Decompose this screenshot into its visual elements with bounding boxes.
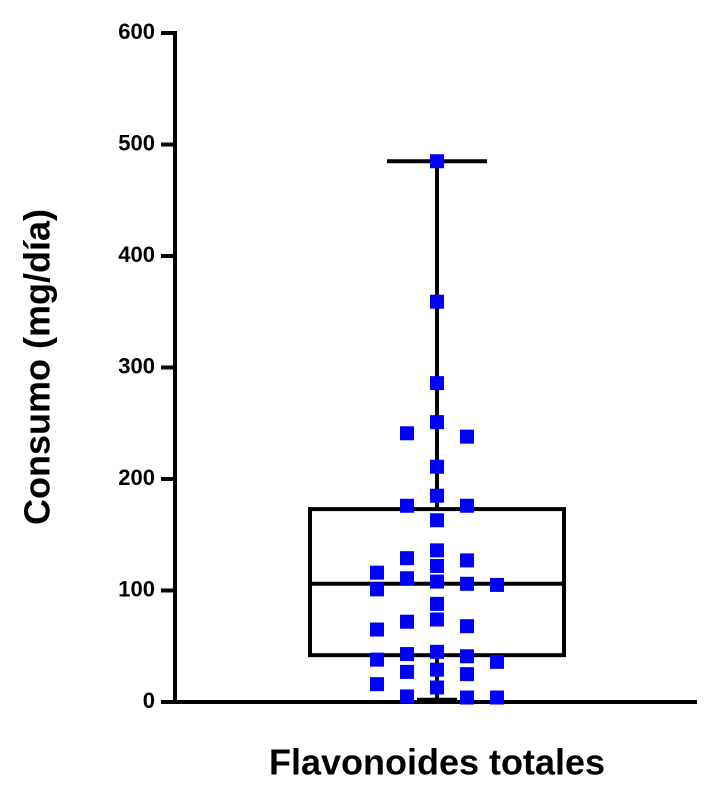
point	[430, 680, 444, 695]
y-tick-label: 300	[118, 353, 155, 378]
point	[400, 689, 414, 704]
point	[430, 415, 444, 430]
point	[460, 498, 474, 513]
point	[370, 565, 384, 580]
y-tick-label: 200	[118, 465, 155, 490]
point	[400, 571, 414, 586]
point	[370, 677, 384, 692]
point	[490, 690, 504, 705]
point	[400, 426, 414, 441]
point	[430, 513, 444, 528]
point	[430, 644, 444, 659]
point	[460, 649, 474, 664]
point	[430, 376, 444, 391]
point	[460, 690, 474, 705]
point	[430, 662, 444, 677]
y-axis-title: Consumo (mg/día)	[17, 209, 58, 525]
point	[460, 619, 474, 634]
point	[430, 488, 444, 503]
point	[400, 498, 414, 513]
point	[370, 582, 384, 597]
point	[370, 622, 384, 637]
point	[370, 652, 384, 667]
point	[430, 154, 444, 169]
y-tick-label: 600	[118, 19, 155, 44]
point	[430, 294, 444, 309]
point	[430, 574, 444, 589]
y-tick-label: 100	[118, 576, 155, 601]
point	[430, 612, 444, 627]
point	[400, 551, 414, 566]
point	[490, 577, 504, 592]
point	[400, 614, 414, 629]
x-axis-title: Flavonoides totales	[269, 742, 605, 783]
point	[460, 429, 474, 444]
y-tick-label: 0	[143, 688, 155, 713]
point	[430, 558, 444, 573]
point	[490, 654, 504, 669]
point	[460, 667, 474, 682]
point	[400, 647, 414, 662]
y-tick-label: 400	[118, 242, 155, 267]
point	[430, 459, 444, 474]
point	[460, 553, 474, 568]
point	[430, 543, 444, 558]
point	[400, 664, 414, 679]
y-tick-label: 500	[118, 130, 155, 155]
point	[460, 576, 474, 591]
point	[430, 596, 444, 611]
